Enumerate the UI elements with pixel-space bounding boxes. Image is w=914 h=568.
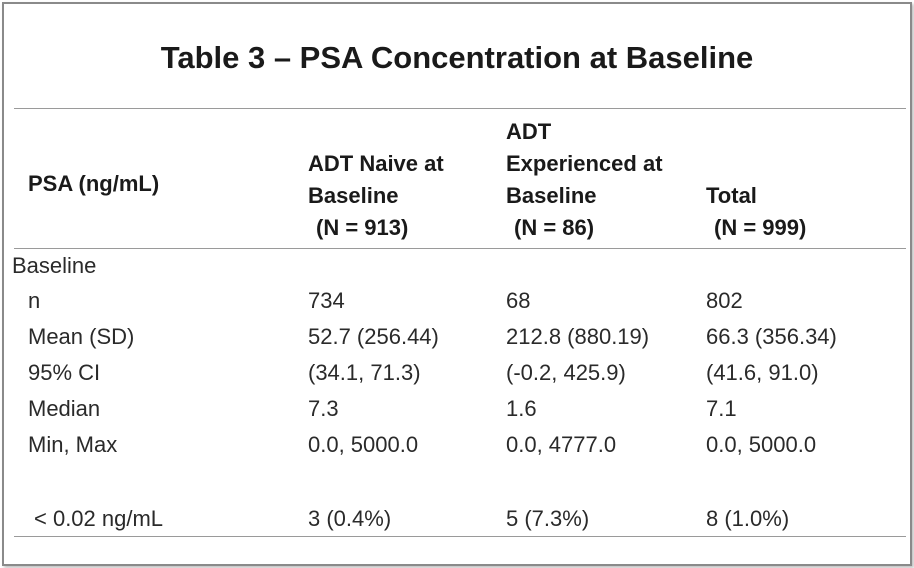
cell-naive: 52.7 (256.44) — [308, 324, 439, 349]
cell-naive: 7.3 — [308, 396, 339, 421]
header-line: ADT Naive at — [308, 151, 444, 176]
cell-total: 0.0, 5000.0 — [706, 432, 817, 457]
header-param: PSA (ng/mL) — [28, 171, 160, 196]
cell-experienced: 68 — [506, 288, 531, 313]
table-title: Table 3 – PSA Concentration at Baseline — [160, 40, 754, 75]
row-label: n — [28, 288, 41, 313]
cell-naive: 3 (0.4%) — [308, 506, 392, 531]
row-label: Min, Max — [28, 432, 118, 457]
section-label: Baseline — [12, 253, 97, 278]
row-label: < 0.02 ng/mL — [34, 506, 164, 531]
cell-experienced: (-0.2, 425.9) — [506, 360, 626, 385]
row-label: Median — [28, 396, 101, 421]
cell-experienced: 1.6 — [506, 396, 537, 421]
header-adt-experienced: ADT Experienced at Baseline (N = 86) — [506, 116, 663, 244]
cell-total: 802 — [706, 288, 743, 313]
header-total: Total (N = 999) — [706, 180, 806, 244]
cell-total: 7.1 — [706, 396, 737, 421]
cell-total: 8 (1.0%) — [706, 506, 790, 531]
header-line: ADT — [506, 119, 552, 144]
header-line: Total — [706, 183, 757, 208]
header-line: (N = 913) — [316, 215, 409, 240]
header-line: (N = 999) — [714, 215, 807, 240]
header-line: Baseline — [506, 183, 597, 208]
cell-total: 66.3 (356.34) — [706, 324, 837, 349]
header-rule — [14, 248, 906, 249]
cell-experienced: 0.0, 4777.0 — [506, 432, 617, 457]
cell-naive: (34.1, 71.3) — [308, 360, 421, 385]
header-line: Baseline — [308, 183, 399, 208]
cell-experienced: 5 (7.3%) — [506, 506, 590, 531]
header-adt-naive: ADT Naive at Baseline (N = 913) — [308, 148, 444, 244]
cell-naive: 734 — [308, 288, 345, 313]
row-label: Mean (SD) — [28, 324, 135, 349]
cell-naive: 0.0, 5000.0 — [308, 432, 419, 457]
top-rule — [14, 108, 906, 109]
cell-experienced: 212.8 (880.19) — [506, 324, 650, 349]
row-label: 95% CI — [28, 360, 101, 385]
bottom-rule — [14, 536, 906, 537]
header-line: Experienced at — [506, 151, 663, 176]
cell-total: (41.6, 91.0) — [706, 360, 819, 385]
header-line: (N = 86) — [514, 215, 595, 240]
